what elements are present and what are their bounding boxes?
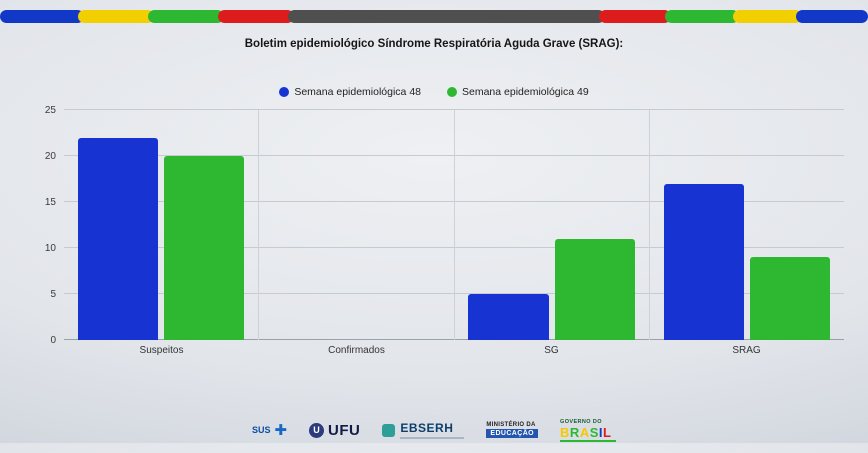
ufu-emblem-icon: U bbox=[309, 422, 325, 438]
band-segment bbox=[78, 10, 155, 23]
ufu-logo: U UFU bbox=[309, 422, 360, 439]
y-tick-label: 5 bbox=[50, 289, 56, 300]
legend-label: Semana epidemiológica 48 bbox=[294, 86, 421, 98]
band-segment bbox=[732, 10, 803, 23]
legend-item: Semana epidemiológica 49 bbox=[447, 86, 589, 98]
band-segment bbox=[148, 10, 225, 23]
bar-series-1 bbox=[77, 137, 159, 340]
bar-series-2 bbox=[749, 257, 831, 340]
bar-chart: 0 5 10 15 20 25 Suspeitos Confirmados SG SRAG bbox=[45, 105, 844, 356]
gov-subtitle-line bbox=[560, 439, 617, 442]
brasil-letter: R bbox=[569, 424, 580, 440]
x-axis-labels: Suspeitos Confirmados SG SRAG bbox=[64, 345, 844, 356]
bar-series-1 bbox=[468, 294, 549, 340]
ebserh-subtitle-line bbox=[400, 437, 465, 439]
band-segment bbox=[796, 10, 868, 23]
x-axis-label: Confirmados bbox=[328, 345, 385, 356]
band-segment bbox=[0, 10, 85, 23]
gov-brasil-logo: GOVERNO DO BRASIL bbox=[560, 418, 617, 442]
y-tick-label: 15 bbox=[44, 197, 56, 208]
bar-group bbox=[453, 110, 649, 340]
x-axis-label: Suspeitos bbox=[139, 345, 184, 356]
plot-area: 0 5 10 15 20 25 bbox=[45, 105, 844, 346]
band-segment bbox=[664, 10, 739, 23]
brasil-letter: A bbox=[579, 424, 590, 440]
y-tick-label: 10 bbox=[44, 243, 56, 254]
ebserh-label: EBSERH bbox=[400, 421, 454, 435]
gridline bbox=[64, 109, 844, 110]
ebserh-text-block: EBSERH bbox=[400, 421, 465, 439]
bar-group bbox=[64, 110, 258, 340]
band-segment bbox=[598, 10, 671, 23]
footer-logos: SUS ✚ U UFU EBSERH MINISTÉRIO DA EDUCAÇÃ… bbox=[0, 413, 868, 447]
sus-label: SUS bbox=[251, 425, 271, 435]
bar-series-2 bbox=[164, 156, 245, 340]
bar-series-1 bbox=[663, 183, 744, 340]
brasil-letter: B bbox=[560, 424, 570, 440]
bar-group bbox=[648, 110, 844, 340]
decorative-band bbox=[0, 10, 868, 23]
x-axis-label: SRAG bbox=[732, 345, 761, 356]
bar-group bbox=[258, 110, 453, 340]
gov-line1: GOVERNO DO bbox=[560, 418, 602, 425]
band-segment bbox=[218, 10, 295, 23]
brasil-letter: L bbox=[603, 424, 612, 440]
gov-brasil-wordmark: BRASIL bbox=[560, 426, 611, 439]
bar-groups bbox=[64, 110, 844, 340]
bar-series-2 bbox=[554, 238, 635, 340]
y-tick-label: 20 bbox=[44, 151, 56, 162]
ufu-label: UFU bbox=[328, 421, 361, 439]
legend-label: Semana epidemiológica 49 bbox=[462, 86, 589, 98]
ebserh-logo: EBSERH bbox=[382, 421, 465, 439]
legend-item: Semana epidemiológica 48 bbox=[279, 86, 421, 98]
mec-line1: MINISTÉRIO DA bbox=[486, 422, 536, 428]
y-tick-label: 0 bbox=[50, 335, 56, 346]
x-axis-label: SG bbox=[544, 345, 559, 356]
sus-logo: SUS ✚ bbox=[252, 423, 287, 438]
page: Boletim epidemiológico Síndrome Respirat… bbox=[0, 10, 868, 453]
sus-cross-icon: ✚ bbox=[274, 421, 288, 439]
band-segment bbox=[288, 10, 605, 23]
legend-swatch-icon bbox=[447, 87, 457, 97]
chart-legend: Semana epidemiológica 48 Semana epidemiol… bbox=[0, 86, 868, 98]
page-title: Boletim epidemiológico Síndrome Respirat… bbox=[244, 38, 624, 50]
legend-swatch-icon bbox=[279, 87, 290, 97]
y-tick-label: 25 bbox=[44, 105, 56, 116]
mec-logo: MINISTÉRIO DA EDUCAÇÃO bbox=[486, 422, 539, 438]
brasil-letter: S bbox=[589, 424, 599, 440]
ebserh-emblem-icon bbox=[382, 423, 396, 437]
mec-line2: EDUCAÇÃO bbox=[486, 429, 539, 438]
brasil-letter: I bbox=[598, 424, 603, 440]
